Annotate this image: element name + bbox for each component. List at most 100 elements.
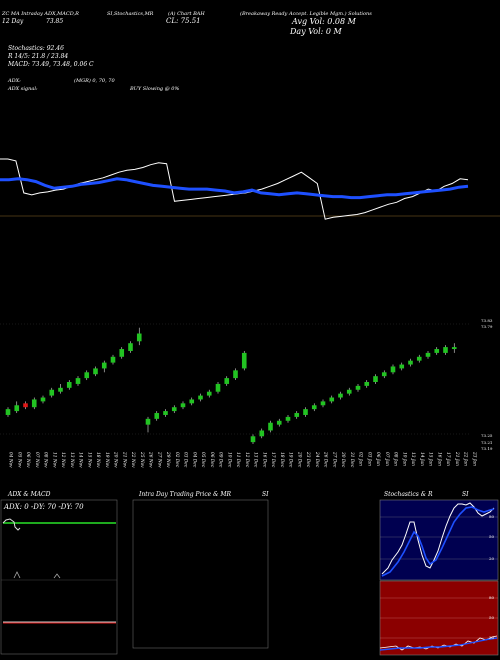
x-date-label: 10 Dec — [226, 452, 231, 468]
x-date-label: 06 Jan — [375, 452, 380, 466]
candle-body — [136, 333, 142, 342]
candle-body — [355, 385, 361, 390]
x-date-label: 11 Nov — [51, 452, 56, 468]
x-date-label: 21 Nov — [121, 451, 126, 468]
candles-group — [5, 327, 457, 445]
macd-text: MACD: 73.49, 73.48, 0.06 C — [8, 61, 94, 68]
price-label-top-1: 73.83 — [481, 318, 493, 323]
header-col1-l1: ZC MA Intraday ADX,MACD,R — [2, 11, 79, 17]
candle-body — [171, 407, 177, 412]
x-date-label: 26 Dec — [323, 451, 328, 468]
x-date-label: 23 Dec — [305, 451, 310, 468]
candle-body — [373, 376, 378, 382]
intraday-panel-title: Intra Day Trading Price & MR — [139, 491, 232, 498]
candle-body — [66, 382, 72, 388]
x-date-label: 17 Jan — [445, 452, 450, 466]
buy-signal-text: BUY Slowing @ 0% — [130, 86, 180, 92]
x-date-label: 27 Nov — [156, 451, 161, 468]
candle-body — [346, 389, 352, 394]
candle-body — [49, 389, 55, 396]
x-date-label: 16 Dec — [261, 452, 266, 468]
x-date-label: 30 Dec — [340, 452, 345, 468]
candle-body — [294, 413, 300, 417]
x-date-label: 07 Jan — [384, 452, 389, 466]
price-label-top-2: 73.79 — [481, 324, 493, 329]
candle-body — [399, 364, 405, 369]
macd-line-group — [0, 177, 469, 200]
stoch-axis-50: 50 — [489, 534, 495, 539]
price-label-bottom-1: 73.25 — [481, 433, 493, 438]
x-date-label: 16 Jan — [436, 452, 441, 466]
x-date-label: 18 Nov — [95, 452, 100, 468]
candle-body — [276, 420, 282, 425]
candle-body — [206, 391, 212, 396]
x-date-label: 21 Jan — [454, 451, 459, 466]
x-date-label: 03 Dec — [183, 452, 188, 468]
x-date-label: 12 Nov — [60, 452, 65, 468]
candle-body — [425, 352, 431, 357]
macd-line — [0, 177, 469, 200]
candle-body — [163, 411, 168, 415]
rsi-axis-80: 80 — [489, 595, 495, 600]
stoch-panel-bg — [379, 499, 499, 581]
x-date-label: 13 Nov — [69, 452, 74, 468]
header-col3-l1: (A) Chart BAH — [168, 11, 205, 17]
candle-body — [329, 397, 335, 402]
header-col4-l3: Day Vol: 0 M — [290, 27, 342, 36]
candle-body — [198, 395, 203, 400]
header-col1-l2b: 73.85 — [46, 18, 64, 25]
x-date-label: 15 Nov — [86, 452, 91, 468]
x-date-label: 02 Dec — [174, 452, 179, 468]
candle-body — [268, 422, 273, 431]
x-date-label: 17 Dec — [270, 452, 275, 468]
intraday-panel-frame — [132, 499, 269, 649]
price-label-bottom-3: 73.19 — [481, 446, 493, 451]
candle-body — [154, 413, 160, 419]
x-date-label: 06 Nov — [25, 452, 30, 468]
header-col4-l1: (Breakaway Ready Accept. Legible Mgm.) S… — [240, 11, 372, 17]
candle-body — [390, 366, 396, 373]
x-date-label: 29 Nov — [165, 451, 170, 468]
adx-panel-title: ADX & MACD — [8, 491, 51, 498]
x-date-label: 05 Nov — [16, 452, 21, 468]
x-date-label: 08 Jan — [393, 452, 398, 466]
adx-signal-text: ADX signal: — [8, 86, 38, 92]
stoch-panel-d — [381, 506, 495, 577]
candle-body — [320, 401, 326, 406]
x-date-label: 18 Dec — [279, 452, 284, 468]
x-date-label: 07 Nov — [34, 452, 39, 468]
price-label-bottom-2: 73.21 — [481, 440, 493, 445]
x-date-label: 25 Nov — [139, 451, 144, 468]
candle-body — [303, 409, 308, 415]
candle-body — [364, 382, 370, 386]
rsi-axis-50: 50 — [489, 615, 495, 620]
candle-body — [5, 409, 11, 415]
stoch-axis-20: 20 — [489, 556, 495, 561]
candle-body — [224, 378, 230, 384]
candle-body — [23, 403, 28, 408]
stochastic-line — [0, 158, 469, 220]
x-date-label: 09 Dec — [218, 452, 223, 468]
candle-body — [128, 343, 133, 351]
x-date-label: 22 Jan — [463, 451, 468, 466]
x-date-label: 20 Nov — [113, 451, 118, 468]
stoch-text: Stochastics: 92.46 — [8, 45, 64, 52]
x-date-label: 14 Jan — [419, 452, 424, 466]
candle-body — [93, 368, 98, 375]
x-date-label: 02 Jan — [358, 452, 363, 466]
x-date-label: 13 Jan — [410, 452, 415, 466]
x-date-label: 08 Nov — [43, 452, 48, 468]
adx-values: (MGR) 0, 70, 70 — [74, 78, 115, 84]
x-date-label: 14 Nov — [78, 452, 83, 468]
x-date-label: 27 Dec — [331, 451, 336, 468]
x-date-label: 10 Jan — [401, 452, 406, 466]
x-date-label: 13 Dec — [253, 452, 258, 468]
x-date-label: 31 Dec — [349, 452, 354, 468]
candle-body — [241, 352, 247, 369]
r-text: R 14/5: 21.8 / 23.84 — [8, 53, 69, 60]
header-col3-l2: CL: 75.51 — [166, 17, 201, 25]
candle-body — [119, 349, 125, 357]
candle-body — [14, 405, 20, 412]
candle-body — [408, 360, 413, 365]
rsi-ma-line — [379, 637, 498, 651]
